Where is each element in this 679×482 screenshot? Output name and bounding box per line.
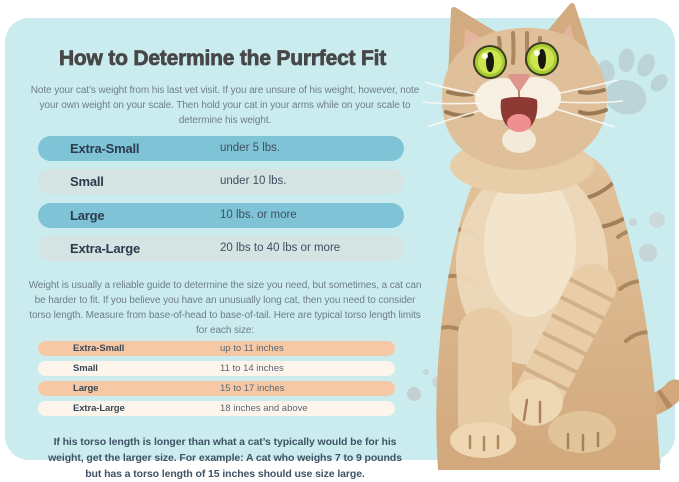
- footer-note-text: If his torso length is longer than what …: [48, 436, 402, 480]
- page-title: How to Determine the Purrfect Fit: [58, 47, 387, 71]
- page: { "header": { "title": "How to Determine…: [5, 3, 679, 480]
- weight-row-extra-small: Extra-Small under 5 lbs.: [38, 136, 404, 161]
- weight-value: 20 lbs to 40 lbs or more: [220, 242, 341, 254]
- torso-row-small: Small 11 to 14 inches: [38, 361, 395, 376]
- cat-nose: [508, 74, 530, 91]
- torso-value: up to 11 inches: [220, 343, 284, 354]
- weight-row-extra-large: Extra-Large 20 lbs to 40 lbs or more: [38, 236, 404, 261]
- cat-left-eye: [473, 45, 507, 79]
- cat-mouth: [500, 97, 538, 132]
- cat-chest-light: [484, 173, 576, 317]
- weight-value: under 5 lbs.: [220, 142, 281, 154]
- size-label: Extra-Large: [73, 403, 125, 414]
- cat-right-foot: [548, 411, 616, 453]
- cat-photo: [422, 3, 679, 470]
- size-label: Extra-Small: [70, 141, 140, 156]
- size-label: Small: [73, 363, 98, 374]
- weight-row-large: Large 10 lbs. or more: [38, 203, 404, 228]
- cat-chin: [502, 127, 536, 153]
- torso-value: 15 to 17 inches: [220, 383, 285, 394]
- weight-value: 10 lbs. or more: [220, 209, 297, 221]
- torso-row-extra-large: Extra-Large 18 inches and above: [38, 401, 395, 416]
- size-label: Small: [70, 174, 104, 189]
- cat-left-leg: [450, 308, 516, 458]
- torso-value: 11 to 14 inches: [220, 363, 284, 374]
- size-label: Extra-Large: [70, 241, 141, 256]
- weight-row-small: Small under 10 lbs.: [38, 169, 404, 194]
- cat-right-eye: [525, 42, 559, 76]
- cat-whiskers: [422, 79, 624, 128]
- size-label: Extra-Small: [73, 343, 125, 354]
- weight-value: under 10 lbs.: [220, 175, 287, 187]
- cat-head: [422, 3, 624, 171]
- cat-raised-paw: [509, 264, 616, 426]
- size-label: Large: [70, 208, 105, 223]
- torso-value: 18 inches and above: [220, 403, 308, 414]
- intro-text: Note your cat’s weight from his last vet…: [30, 85, 420, 126]
- torso-explainer-text: Weight is usually a reliable guide to de…: [28, 280, 422, 336]
- size-label: Large: [73, 383, 99, 394]
- torso-row-extra-small: Extra-Small up to 11 inches: [38, 341, 395, 356]
- torso-row-large: Large 15 to 17 inches: [38, 381, 395, 396]
